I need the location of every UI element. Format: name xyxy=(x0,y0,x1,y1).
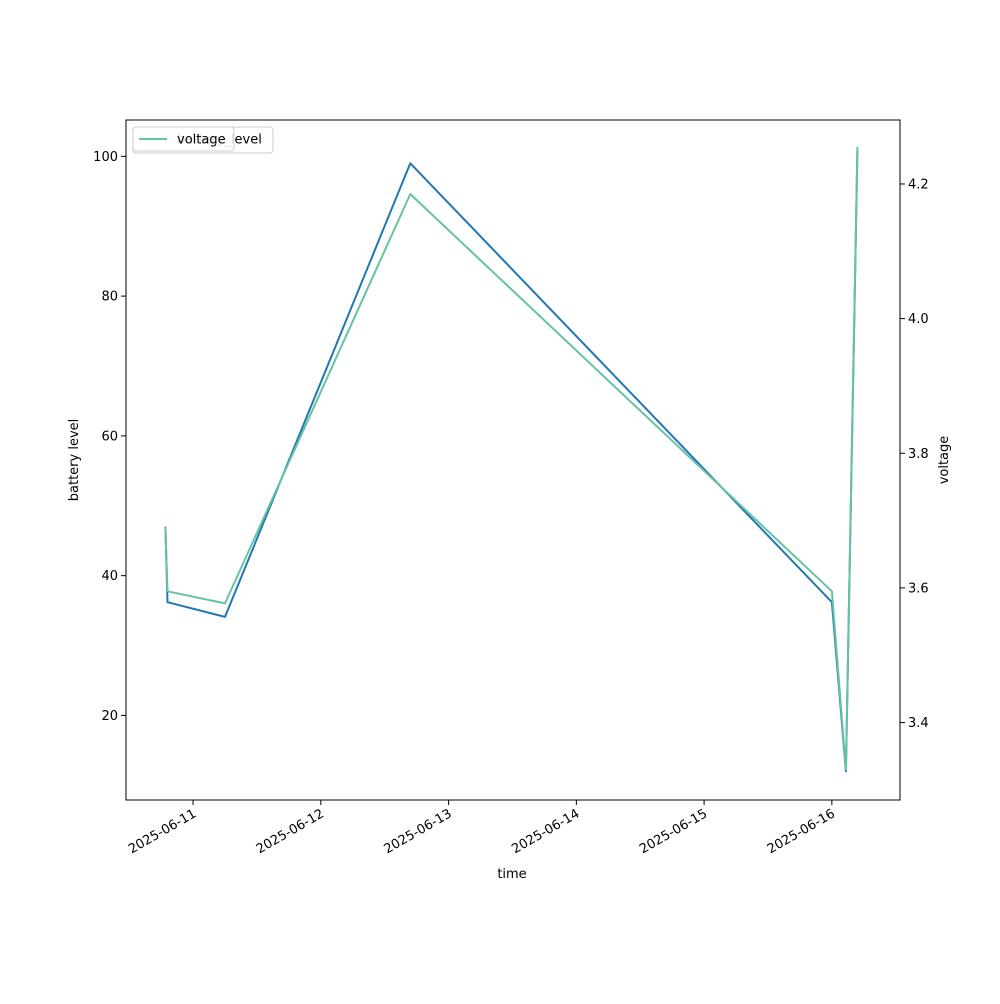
legend-label: voltage xyxy=(177,133,226,148)
y-right-tick-label: 4.2 xyxy=(908,177,929,192)
y-left-tick-label: 40 xyxy=(101,569,118,584)
y-left-tick-label: 20 xyxy=(101,709,118,724)
y-left-tick-label: 60 xyxy=(101,429,118,444)
y-left-tick-label: 100 xyxy=(93,150,118,165)
y-axis-right-label: voltage xyxy=(937,436,952,485)
legend-frame xyxy=(132,126,235,152)
legend-box-voltage: voltage xyxy=(132,126,235,152)
y-right-tick-label: 3.8 xyxy=(908,447,929,462)
y-right-tick-label: 3.6 xyxy=(908,581,929,596)
plot-frame xyxy=(125,119,901,801)
y-left-tick-label: 80 xyxy=(101,290,118,305)
series-layer xyxy=(164,146,859,773)
y-right-tick-label: 4.0 xyxy=(908,312,929,327)
y-right-tick-label: 3.4 xyxy=(908,716,929,731)
x-axis-label: time xyxy=(497,867,526,882)
y-axis-left-label: battery level xyxy=(67,419,82,502)
series-line-battery-level xyxy=(164,150,859,773)
series-line-voltage xyxy=(164,146,859,771)
